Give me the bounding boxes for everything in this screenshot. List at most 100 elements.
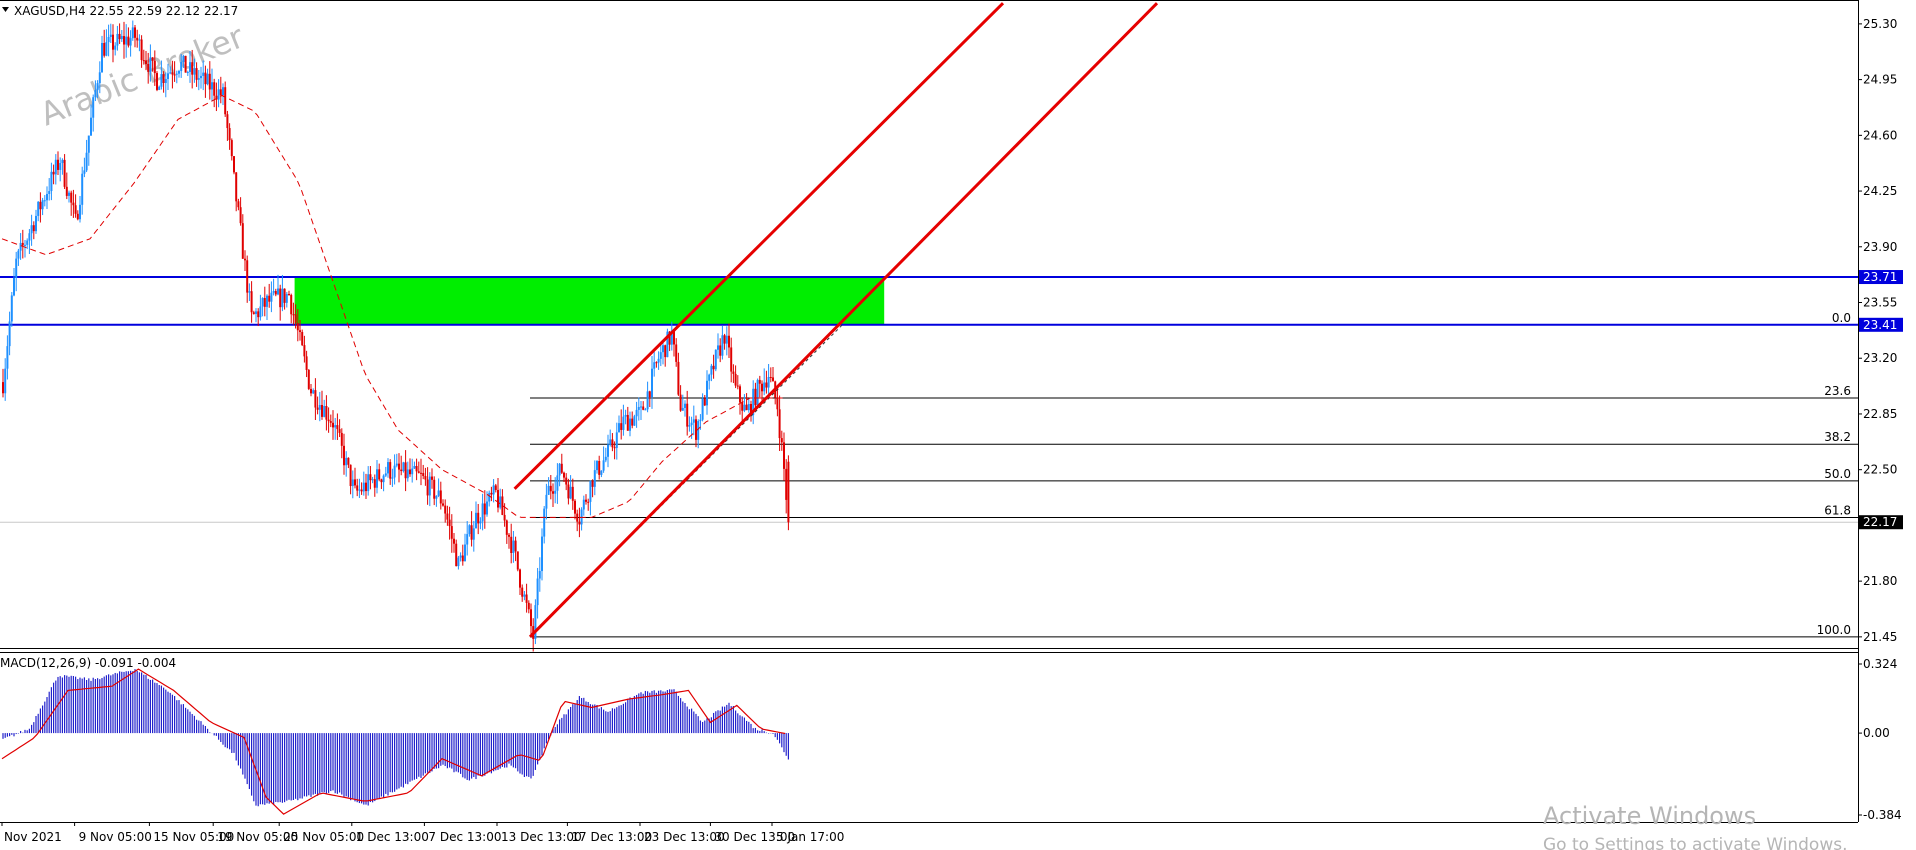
- candle-body: [459, 555, 462, 558]
- candle-body: [233, 156, 235, 173]
- candle-body: [668, 331, 671, 345]
- candle-body: [329, 421, 332, 423]
- candle-body: [334, 425, 337, 428]
- candle-body: [536, 578, 539, 606]
- candle-body: [131, 27, 134, 39]
- candle-body: [697, 421, 700, 440]
- candle-body: [83, 170, 86, 174]
- level-price-tag-text: 23.41: [1863, 318, 1897, 332]
- candle-body: [444, 505, 447, 514]
- candle-body: [296, 322, 299, 331]
- candle-body: [516, 551, 519, 570]
- candle-body: [160, 74, 163, 87]
- candle-body: [717, 345, 719, 350]
- candle-body: [206, 73, 209, 85]
- candle-body: [527, 602, 530, 610]
- candle-body: [301, 332, 304, 346]
- candle-body: [356, 485, 359, 491]
- candle-body: [41, 200, 44, 210]
- candle-body: [587, 501, 590, 503]
- moving-average-line: [1, 94, 786, 518]
- candle-body: [503, 514, 506, 521]
- candle-body: [358, 489, 361, 491]
- candle-body: [197, 78, 200, 80]
- candle-body: [615, 432, 618, 448]
- candle-body: [74, 205, 77, 214]
- candle-body: [754, 388, 757, 406]
- candle-body: [96, 83, 99, 91]
- candle-body: [448, 519, 451, 527]
- candle-body: [54, 159, 57, 175]
- candle-body: [332, 422, 334, 428]
- channel-line: [513, 2, 1005, 490]
- candle-body: [622, 416, 625, 430]
- candle-body: [219, 89, 222, 96]
- candle-body: [307, 369, 310, 389]
- time-axis-label: 7 Dec 13:00: [428, 830, 501, 844]
- candle-body: [13, 277, 15, 296]
- main-chart-panel[interactable]: 0.0 23.6 38.2 50.0 61.8 100.0: [0, 2, 1858, 652]
- candle-body: [464, 544, 466, 562]
- candle-body: [563, 472, 565, 478]
- candle-body: [651, 368, 653, 398]
- candle-body: [574, 500, 576, 514]
- candle-body: [400, 469, 403, 472]
- candle-body: [538, 571, 541, 579]
- candle-body: [250, 291, 253, 313]
- candle-body: [175, 73, 178, 75]
- candle-body: [512, 540, 515, 554]
- candle-body: [420, 472, 422, 474]
- candle-body: [547, 485, 550, 495]
- candle-body: [162, 74, 165, 83]
- candle-body: [50, 171, 53, 192]
- candle-body: [569, 486, 572, 499]
- candle-body: [182, 55, 185, 63]
- triangle-down-icon[interactable]: [2, 7, 9, 12]
- candle-body: [391, 477, 394, 479]
- candle-body: [662, 345, 664, 353]
- candle-body: [248, 291, 251, 293]
- candle-body: [70, 192, 73, 203]
- candle-body: [732, 371, 735, 374]
- candle-body: [136, 37, 139, 41]
- candle-body: [607, 444, 609, 457]
- candle-body: [164, 78, 167, 83]
- candle-body: [354, 479, 356, 486]
- candle-body: [492, 485, 495, 495]
- instrument-header: XAGUSD,H4 22.55 22.59 22.12 22.17: [14, 4, 238, 18]
- candle-body: [690, 422, 693, 426]
- candle-body: [398, 463, 400, 470]
- fib-level-label: 38.2: [1824, 430, 1851, 444]
- candle-body: [787, 461, 790, 523]
- candle-body: [602, 460, 605, 471]
- candle-body: [415, 465, 418, 472]
- macd-axis-label: 0.00: [1863, 726, 1890, 740]
- candle-body: [288, 294, 290, 296]
- candle-body: [637, 406, 640, 410]
- candle-body: [336, 425, 339, 430]
- candle-body: [653, 362, 656, 369]
- current-price-tag: [1859, 515, 1903, 530]
- candle-body: [362, 482, 365, 492]
- candle-body: [120, 36, 123, 40]
- candle-body: [19, 242, 22, 251]
- candle-body: [714, 349, 717, 370]
- macd-panel[interactable]: [1, 668, 790, 815]
- candle-body: [576, 513, 579, 522]
- channel-line: [528, 2, 1159, 638]
- supply-zone: [294, 277, 885, 325]
- candle-body: [186, 71, 189, 73]
- fib-level-label: 23.6: [1824, 384, 1851, 398]
- candle-body: [446, 513, 449, 520]
- macd-signal-line: [1, 668, 786, 815]
- candle-body: [349, 464, 352, 487]
- candle-body: [261, 298, 264, 307]
- candle-body: [57, 159, 59, 170]
- candle-body: [204, 72, 207, 85]
- candle-body: [292, 314, 295, 316]
- candle-body: [65, 186, 68, 196]
- candle-body: [490, 492, 493, 495]
- candle-body: [422, 473, 425, 477]
- candle-body: [778, 409, 781, 439]
- candle-body: [299, 330, 301, 333]
